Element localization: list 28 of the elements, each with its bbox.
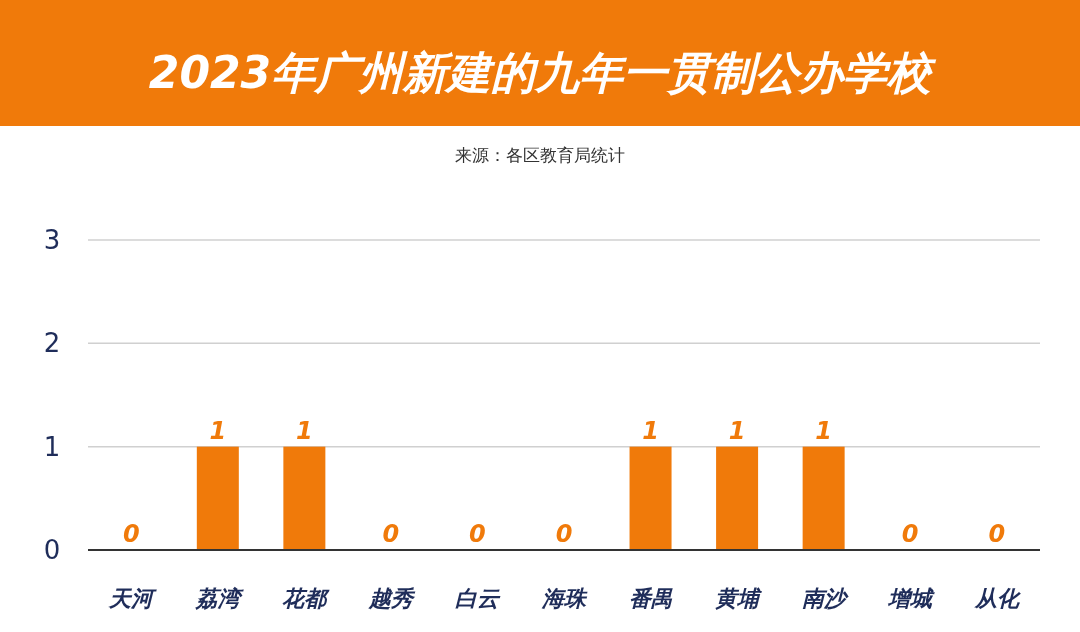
y-tick-label: 2	[43, 328, 61, 359]
x-tick-label: 越秀	[367, 586, 416, 611]
x-tick-label: 天河	[108, 586, 158, 611]
x-tick-label: 南沙	[801, 586, 849, 611]
data-label: 0	[555, 520, 573, 548]
chart-title: 2023年广州新建的九年一贯制公办学校	[148, 47, 938, 98]
x-tick-label: 花都	[282, 586, 331, 611]
data-label: 1	[296, 416, 313, 445]
data-label: 1	[642, 416, 659, 445]
x-tick-label: 增城	[887, 586, 936, 611]
y-tick-label: 0	[43, 535, 61, 565]
x-tick-label: 黄埔	[715, 586, 763, 611]
y-tick-label: 1	[43, 431, 61, 462]
data-label: 0	[122, 520, 140, 548]
x-tick-label: 从化	[973, 586, 1021, 611]
data-label: 0	[469, 520, 486, 548]
x-tick-label: 番禺	[628, 586, 673, 611]
x-tick-label: 白云	[455, 586, 502, 611]
data-label: 1	[728, 416, 746, 445]
source-note: 来源：各区教育局统计	[455, 145, 625, 165]
data-label: 0	[382, 520, 400, 548]
x-tick-label: 海珠	[541, 586, 588, 611]
data-label: 0	[988, 520, 1006, 548]
data-label: 1	[209, 416, 227, 445]
y-tick-label: 3	[43, 225, 61, 255]
data-label: 0	[901, 520, 919, 548]
x-tick-label: 荔湾	[194, 586, 244, 611]
data-label: 1	[815, 416, 832, 445]
